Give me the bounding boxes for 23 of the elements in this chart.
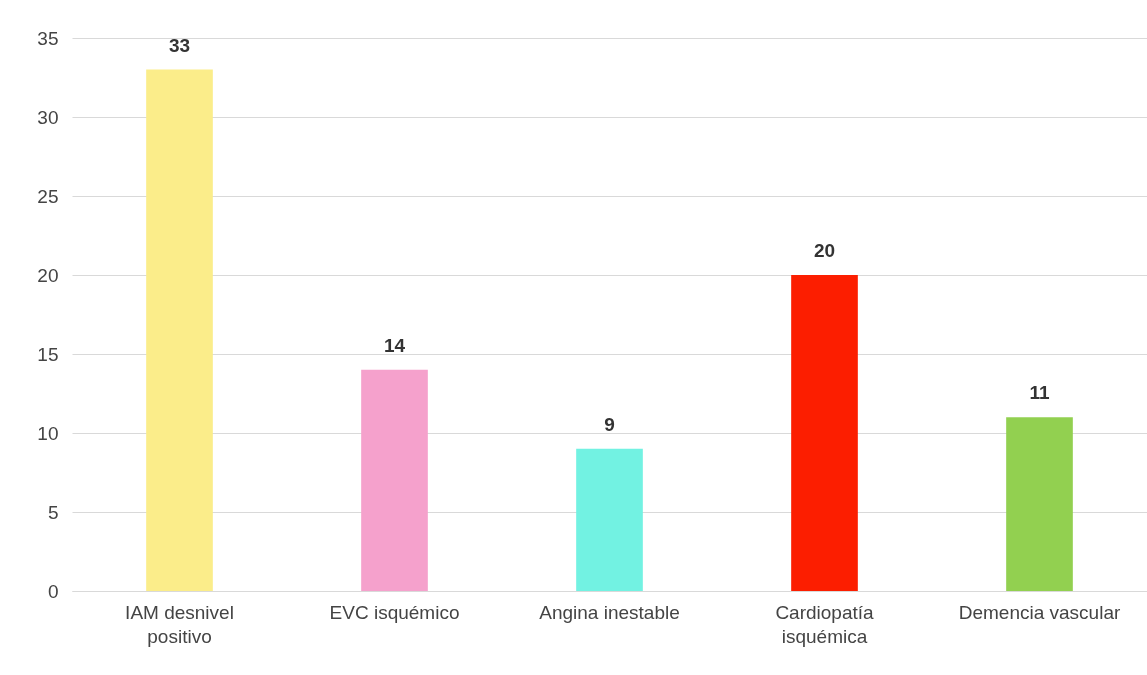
bar xyxy=(361,369,428,591)
data-label: 33 xyxy=(168,34,191,56)
bar xyxy=(576,448,643,591)
data-label: 14 xyxy=(383,334,406,356)
y-tick-label: 5 xyxy=(47,501,59,523)
y-tick-label: 0 xyxy=(47,580,59,602)
y-tick-label: 10 xyxy=(37,422,59,444)
x-tick-label: Angina inestable xyxy=(539,601,680,623)
data-label: 20 xyxy=(813,240,836,261)
y-tick-label: 15 xyxy=(37,343,59,365)
y-tick-label: 30 xyxy=(37,106,59,128)
bar xyxy=(146,69,213,591)
bar xyxy=(1006,417,1073,591)
data-label: 11 xyxy=(1029,382,1050,404)
data-label: 9 xyxy=(604,413,615,435)
x-tick-label: EVC isquémico xyxy=(329,601,460,623)
x-tick-label: Demencia vascular xyxy=(958,601,1121,623)
x-tick-label: Cardiopatía isquémica xyxy=(775,601,875,647)
y-tick-label: 35 xyxy=(37,27,59,49)
x-tick-label: IAM desnivel positivo xyxy=(125,601,234,647)
y-tick-label: 20 xyxy=(37,264,59,286)
bar xyxy=(791,275,858,591)
y-tick-label: 25 xyxy=(37,185,59,207)
